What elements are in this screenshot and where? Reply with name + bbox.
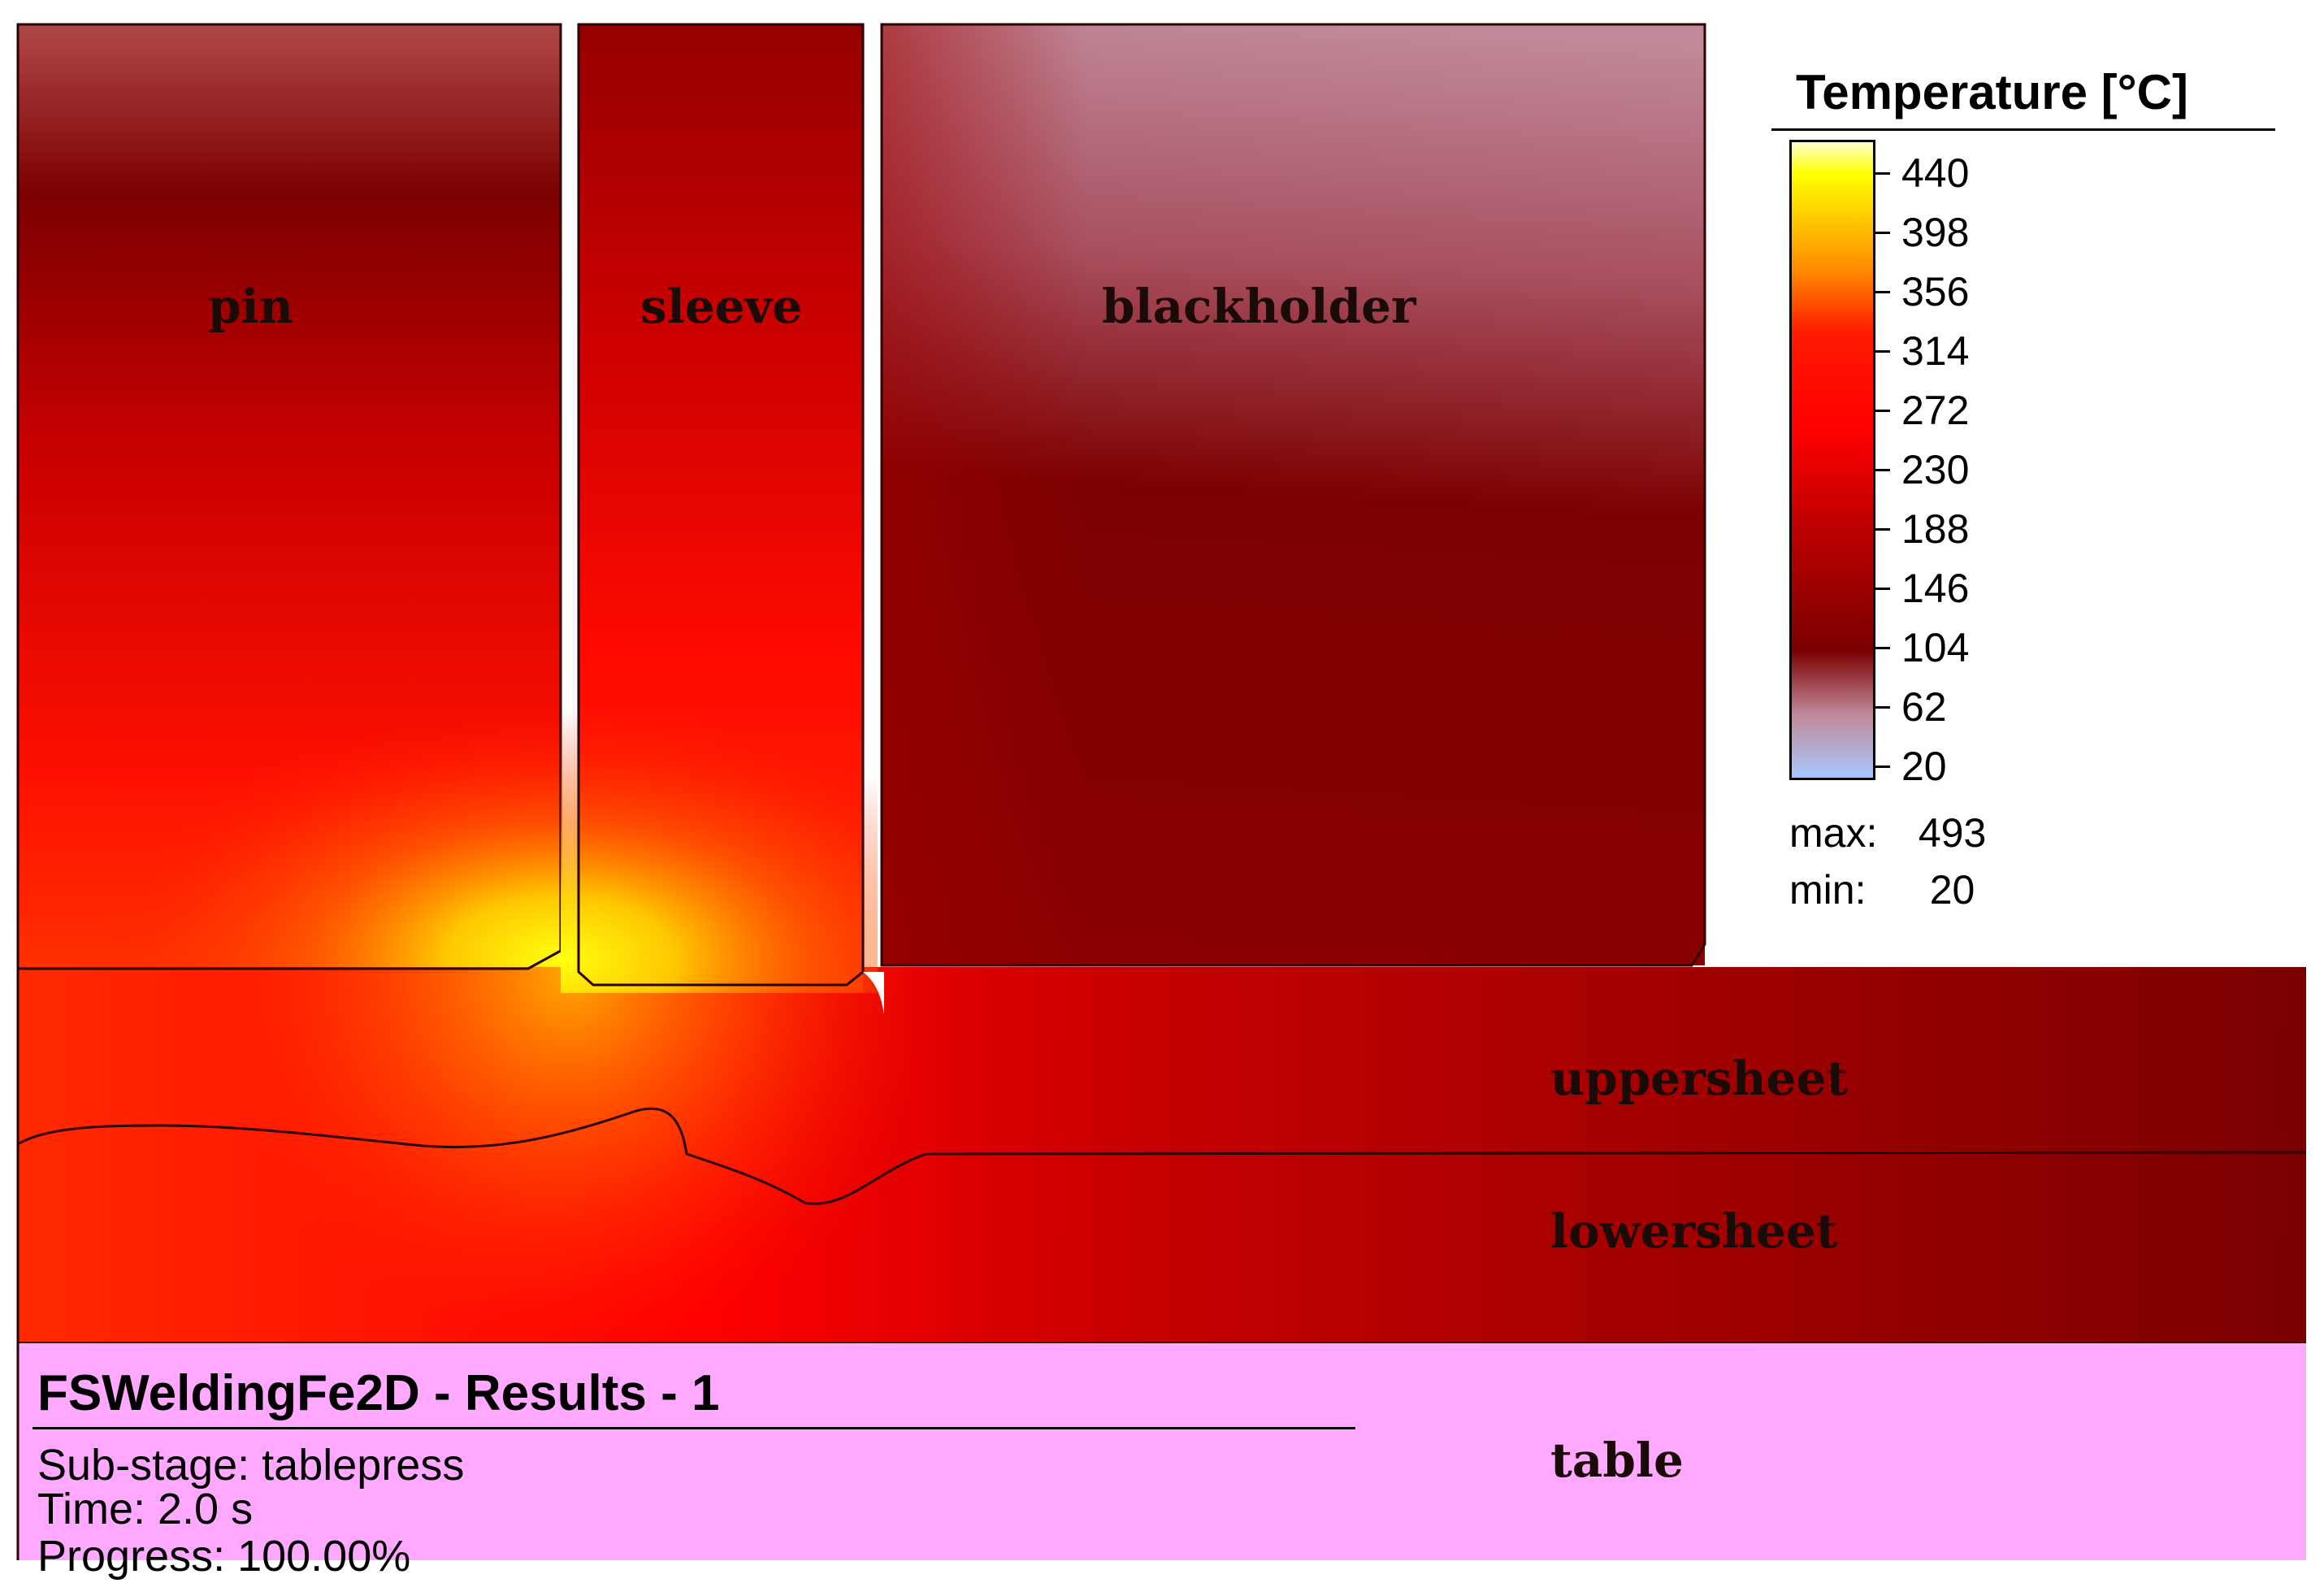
legend-tick-mark xyxy=(1875,232,1890,234)
legend-divider xyxy=(1771,128,2275,131)
legend-tick-mark xyxy=(1875,172,1890,175)
legend-tick-mark xyxy=(1875,588,1890,590)
legend-tick-mark xyxy=(1875,291,1890,293)
substage-text: Sub-stage: tablepress xyxy=(37,1441,465,1490)
legend-tick-label: 230 xyxy=(1901,447,1970,492)
blackholder-label: blackholder xyxy=(1102,279,1416,334)
legend-tick-label: 314 xyxy=(1901,328,1970,374)
legend-min-label: min: xyxy=(1789,867,1867,913)
time-text: Time: 2.0 s xyxy=(37,1485,254,1533)
legend-tick-label: 272 xyxy=(1901,388,1970,433)
legend-tick-label: 398 xyxy=(1901,210,1970,255)
legend-tick-label: 188 xyxy=(1901,506,1970,552)
pin-label: pin xyxy=(208,279,293,334)
legend-tick-label: 62 xyxy=(1901,684,1947,730)
results-info-panel: FSWeldingFe2D - Results - 1 Sub-stage: t… xyxy=(0,1342,1365,1583)
legend-colorbar xyxy=(1789,140,1875,780)
legend-tick-label: 440 xyxy=(1901,150,1970,196)
legend-tick-mark xyxy=(1875,765,1890,768)
legend-tick-mark xyxy=(1875,410,1890,412)
table-label: table xyxy=(1550,1433,1684,1488)
results-divider xyxy=(33,1427,1355,1429)
legend-min: min: 20 xyxy=(1789,870,1975,910)
legend-tick-mark xyxy=(1875,350,1890,353)
sleeve-part xyxy=(561,23,878,993)
table-part xyxy=(18,1342,2306,1560)
progress-text: Progress: 100.00% xyxy=(37,1532,411,1581)
legend-min-value: 20 xyxy=(1929,867,1975,913)
legend-tick-label: 356 xyxy=(1901,269,1970,314)
legend-max-value: 493 xyxy=(1918,810,1987,856)
legend-tick-mark xyxy=(1875,469,1890,471)
pin-part xyxy=(16,23,562,970)
legend-max-label: max: xyxy=(1789,810,1878,856)
legend-tick-label: 146 xyxy=(1901,566,1970,611)
sleeve-label: sleeve xyxy=(640,279,803,334)
legend-max: max: 493 xyxy=(1789,813,1986,853)
legend-tick-label: 20 xyxy=(1901,744,1947,789)
results-title: FSWeldingFe2D - Results - 1 xyxy=(37,1365,720,1421)
blackholder-part xyxy=(863,23,1706,1014)
legend-tick-label: 104 xyxy=(1901,625,1970,670)
legend-tick-mark xyxy=(1875,706,1890,709)
uppersheet-label: uppersheet xyxy=(1550,1051,1849,1106)
sheets xyxy=(17,967,2307,1342)
legend-tick-mark xyxy=(1875,528,1890,531)
legend-tick-mark xyxy=(1875,647,1890,649)
temperature-legend: Temperature [°C] 440 398 356 314 272 230 188 14… xyxy=(1771,57,2291,935)
legend-title: Temperature [°C] xyxy=(1796,65,2188,119)
lowersheet-label: lowersheet xyxy=(1550,1204,1838,1259)
